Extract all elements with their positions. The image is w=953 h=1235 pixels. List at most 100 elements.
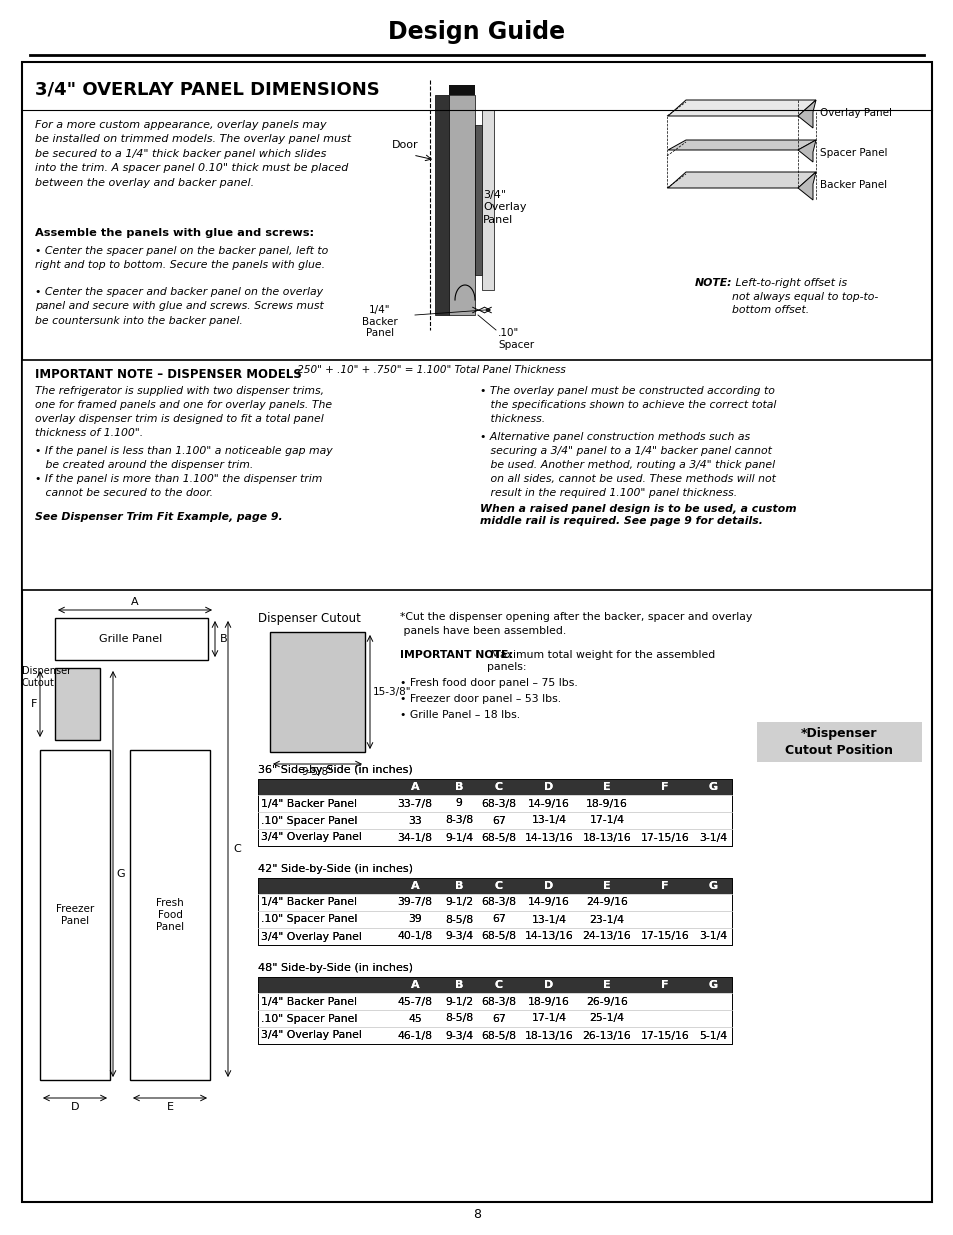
Text: 3/4"
Overlay
Panel: 3/4" Overlay Panel — [482, 190, 526, 225]
Text: 17-1/4: 17-1/4 — [589, 815, 624, 825]
Text: one for framed panels and one for overlay panels. The: one for framed panels and one for overla… — [35, 400, 332, 410]
Text: securing a 3/4" panel to a 1/4" backer panel cannot: securing a 3/4" panel to a 1/4" backer p… — [479, 446, 771, 456]
Text: 9-1/4: 9-1/4 — [444, 832, 473, 842]
Bar — [257, 878, 731, 945]
Bar — [130, 750, 210, 1079]
Text: 3-1/4: 3-1/4 — [699, 931, 726, 941]
Text: 5-1/4: 5-1/4 — [699, 1030, 726, 1041]
Bar — [40, 750, 110, 1079]
Text: 39-7/8: 39-7/8 — [397, 898, 432, 908]
Text: A: A — [410, 981, 419, 990]
Text: • If the panel is less than 1.100" a noticeable gap may: • If the panel is less than 1.100" a not… — [35, 446, 333, 456]
Text: Dispenser
Cutout: Dispenser Cutout — [22, 666, 71, 688]
Text: 3/4" Overlay Panel: 3/4" Overlay Panel — [261, 1030, 361, 1041]
Text: 46-1/8: 46-1/8 — [397, 1030, 432, 1041]
Bar — [55, 618, 208, 659]
Text: 9-1/2: 9-1/2 — [444, 898, 473, 908]
Polygon shape — [797, 100, 815, 128]
Text: • Center the spacer and backer panel on the overlay
panel and secure with glue a: • Center the spacer and backer panel on … — [35, 287, 323, 326]
Text: 17-15/16: 17-15/16 — [640, 1030, 689, 1041]
Text: G: G — [708, 881, 717, 890]
Text: 33-7/8: 33-7/8 — [397, 799, 432, 809]
Bar — [481, 110, 494, 290]
Text: 68-3/8: 68-3/8 — [481, 997, 516, 1007]
Text: D: D — [544, 782, 553, 792]
Text: 68-3/8: 68-3/8 — [481, 799, 516, 809]
Text: • Center the spacer panel on the backer panel, left to
right and top to bottom. : • Center the spacer panel on the backer … — [35, 246, 328, 270]
Text: .10" Spacer Panel: .10" Spacer Panel — [261, 815, 357, 825]
Bar — [636, 878, 731, 945]
Text: Maximum total weight for the assembled
panels:: Maximum total weight for the assembled p… — [486, 650, 715, 672]
Text: 45-7/8: 45-7/8 — [397, 997, 432, 1007]
Text: 67: 67 — [492, 1014, 505, 1024]
Text: 3/4" Overlay Panel: 3/4" Overlay Panel — [261, 1030, 361, 1041]
Text: G: G — [708, 881, 717, 890]
Text: be used. Another method, routing a 3/4" thick panel: be used. Another method, routing a 3/4" … — [479, 459, 774, 471]
Text: C: C — [495, 782, 502, 792]
Text: 18-13/16: 18-13/16 — [524, 1030, 573, 1041]
Text: C: C — [495, 881, 502, 890]
Text: 42" Side-by-Side (in inches): 42" Side-by-Side (in inches) — [257, 864, 413, 874]
Text: 17-15/16: 17-15/16 — [640, 931, 689, 941]
Text: 26-13/16: 26-13/16 — [582, 1030, 631, 1041]
Text: 3/4" Overlay Panel: 3/4" Overlay Panel — [261, 832, 361, 842]
Text: 9-1/4: 9-1/4 — [444, 832, 473, 842]
Text: 9-3/4: 9-3/4 — [444, 1030, 473, 1041]
Text: • Freezer door panel – 53 lbs.: • Freezer door panel – 53 lbs. — [399, 694, 560, 704]
Text: G: G — [708, 782, 717, 792]
Bar — [257, 779, 731, 846]
Text: 17-15/16: 17-15/16 — [640, 931, 689, 941]
Text: 36" Side-by-Side (in inches): 36" Side-by-Side (in inches) — [257, 764, 413, 776]
Text: 8-3/8: 8-3/8 — [444, 815, 473, 825]
Text: See Dispenser Trim Fit Example, page 9.: See Dispenser Trim Fit Example, page 9. — [35, 513, 282, 522]
Bar — [636, 977, 731, 1044]
Polygon shape — [667, 140, 815, 149]
Text: .10" Spacer Panel: .10" Spacer Panel — [261, 1014, 357, 1024]
Text: thickness of 1.100".: thickness of 1.100". — [35, 429, 143, 438]
Text: .10" Spacer Panel: .10" Spacer Panel — [261, 815, 357, 825]
Text: 9-5/8": 9-5/8" — [301, 767, 334, 777]
Text: 14-9/16: 14-9/16 — [528, 898, 569, 908]
Text: 68-5/8: 68-5/8 — [481, 1030, 516, 1041]
Text: B: B — [455, 981, 463, 990]
Text: E: E — [602, 782, 610, 792]
Polygon shape — [797, 172, 815, 200]
Text: D: D — [71, 1102, 79, 1112]
Text: 1/4" Backer Panel: 1/4" Backer Panel — [261, 799, 356, 809]
Text: 18-9/16: 18-9/16 — [585, 799, 627, 809]
Text: 14-13/16: 14-13/16 — [524, 832, 573, 842]
Text: 67: 67 — [492, 1014, 505, 1024]
Text: IMPORTANT NOTE – DISPENSER MODELS: IMPORTANT NOTE – DISPENSER MODELS — [35, 368, 301, 382]
Text: 68-3/8: 68-3/8 — [481, 898, 516, 908]
Text: 8-5/8: 8-5/8 — [444, 914, 473, 925]
Text: 33: 33 — [408, 815, 421, 825]
Text: B: B — [455, 981, 463, 990]
Bar — [257, 977, 731, 1044]
Text: 14-13/16: 14-13/16 — [524, 931, 573, 941]
Bar — [257, 977, 731, 1044]
Text: 45-7/8: 45-7/8 — [397, 997, 432, 1007]
Text: A: A — [410, 881, 419, 890]
Text: Design Guide: Design Guide — [388, 20, 565, 44]
Text: 1/4" Backer Panel: 1/4" Backer Panel — [261, 997, 356, 1007]
Text: 14-9/16: 14-9/16 — [528, 898, 569, 908]
Text: 1/4" Backer Panel: 1/4" Backer Panel — [261, 898, 356, 908]
Text: E: E — [602, 981, 610, 990]
Text: • Grille Panel – 18 lbs.: • Grille Panel – 18 lbs. — [399, 710, 519, 720]
Text: IMPORTANT NOTE:: IMPORTANT NOTE: — [399, 650, 513, 659]
Text: 48" Side-by-Side (in inches): 48" Side-by-Side (in inches) — [257, 963, 413, 973]
Text: .10" Spacer Panel: .10" Spacer Panel — [261, 1014, 357, 1024]
Text: 13-1/4: 13-1/4 — [531, 815, 566, 825]
Text: Overlay Panel: Overlay Panel — [820, 107, 891, 119]
Text: For a more custom appearance, overlay panels may
be installed on trimmed models.: For a more custom appearance, overlay pa… — [35, 120, 351, 188]
Text: 14-13/16: 14-13/16 — [524, 832, 573, 842]
Text: 18-13/16: 18-13/16 — [582, 832, 631, 842]
Text: 46-1/8: 46-1/8 — [397, 1030, 432, 1041]
Polygon shape — [797, 140, 815, 162]
Text: Fresh
Food
Panel: Fresh Food Panel — [155, 898, 184, 932]
Text: 3/4" Overlay Panel: 3/4" Overlay Panel — [261, 931, 361, 941]
Text: Freezer
Panel: Freezer Panel — [56, 904, 94, 926]
Text: 9: 9 — [456, 799, 462, 809]
Text: F: F — [660, 782, 668, 792]
Text: F: F — [660, 981, 668, 990]
